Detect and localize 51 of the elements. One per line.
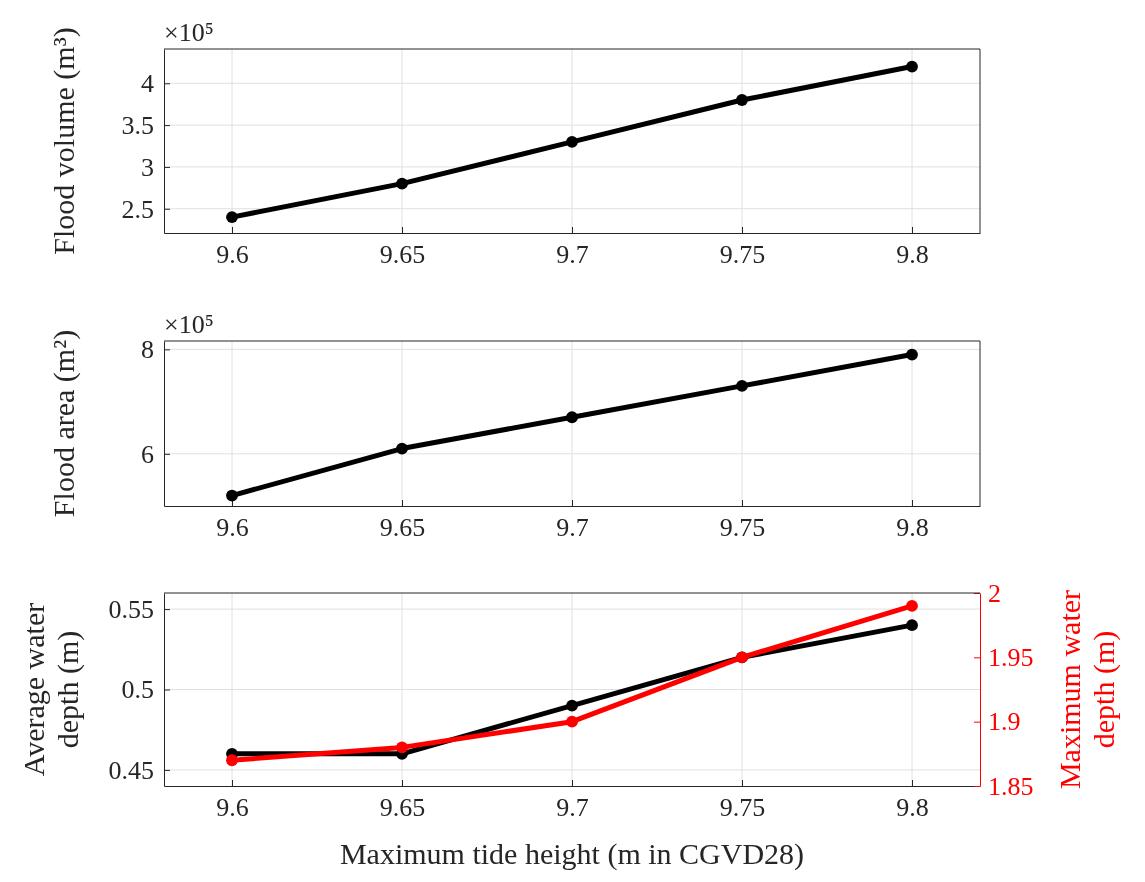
y2-tick-label: 1.9 xyxy=(988,707,1021,737)
x-tick-label: 9.8 xyxy=(896,240,929,270)
point xyxy=(396,741,408,754)
x-tick-label: 9.65 xyxy=(379,240,426,270)
x-tick-label: 9.8 xyxy=(896,513,929,543)
y-tick-label: 0.45 xyxy=(108,755,154,785)
x-tick-label: 9.65 xyxy=(379,793,426,823)
point xyxy=(226,754,238,767)
y-tick-label: 0.55 xyxy=(108,594,154,624)
point xyxy=(906,60,918,73)
y2-axis-title: Maximum water depth (m) xyxy=(1053,589,1121,790)
x-tick-label: 9.6 xyxy=(216,513,249,543)
text: ×10⁵ xyxy=(164,18,214,47)
y-tick-label: 4 xyxy=(141,69,154,99)
point xyxy=(736,380,748,392)
text: ×10⁵ xyxy=(164,310,214,339)
x-tick-label: 9.7 xyxy=(556,240,589,270)
point xyxy=(566,715,578,728)
point xyxy=(226,211,238,224)
y-tick-label: 6 xyxy=(141,439,154,469)
point xyxy=(566,411,578,424)
y-axis-title: Average water depth (m) xyxy=(17,602,85,777)
point xyxy=(906,599,918,612)
x-tick-label: 9.75 xyxy=(719,240,766,270)
point xyxy=(906,619,918,632)
point xyxy=(396,442,408,455)
y2-tick-label: 2 xyxy=(988,578,1001,608)
x-tick-label: 9.7 xyxy=(556,793,589,823)
x-tick-label: 9.7 xyxy=(556,513,589,543)
y-tick-label: 3 xyxy=(141,152,154,182)
x-tick-label: 9.75 xyxy=(719,513,766,543)
y2-tick-label: 1.85 xyxy=(988,771,1034,801)
point xyxy=(226,489,238,502)
y-tick-label: 8 xyxy=(141,335,154,365)
x-tick-label: 9.65 xyxy=(379,513,426,543)
x-tick-label: 9.8 xyxy=(896,793,929,823)
y2-tick-label: 1.95 xyxy=(988,643,1034,673)
y-tick-label: 2.5 xyxy=(121,194,154,224)
x-tick-label: 9.6 xyxy=(216,793,249,823)
y-axis-title: Flood area (m²) xyxy=(47,329,81,518)
y-tick-label: 3.5 xyxy=(121,110,154,140)
point xyxy=(566,135,578,148)
point xyxy=(736,94,748,106)
x-tick-label: 9.75 xyxy=(719,793,766,823)
x-axis-title: Maximum tide height (m in CGVD28) xyxy=(339,837,805,871)
y-axis-title: Flood volume (m³) xyxy=(47,27,81,255)
point xyxy=(566,699,578,712)
point xyxy=(906,348,918,361)
y-tick-label: 0.5 xyxy=(121,675,154,705)
x-tick-label: 9.6 xyxy=(216,240,249,270)
point xyxy=(396,177,408,190)
